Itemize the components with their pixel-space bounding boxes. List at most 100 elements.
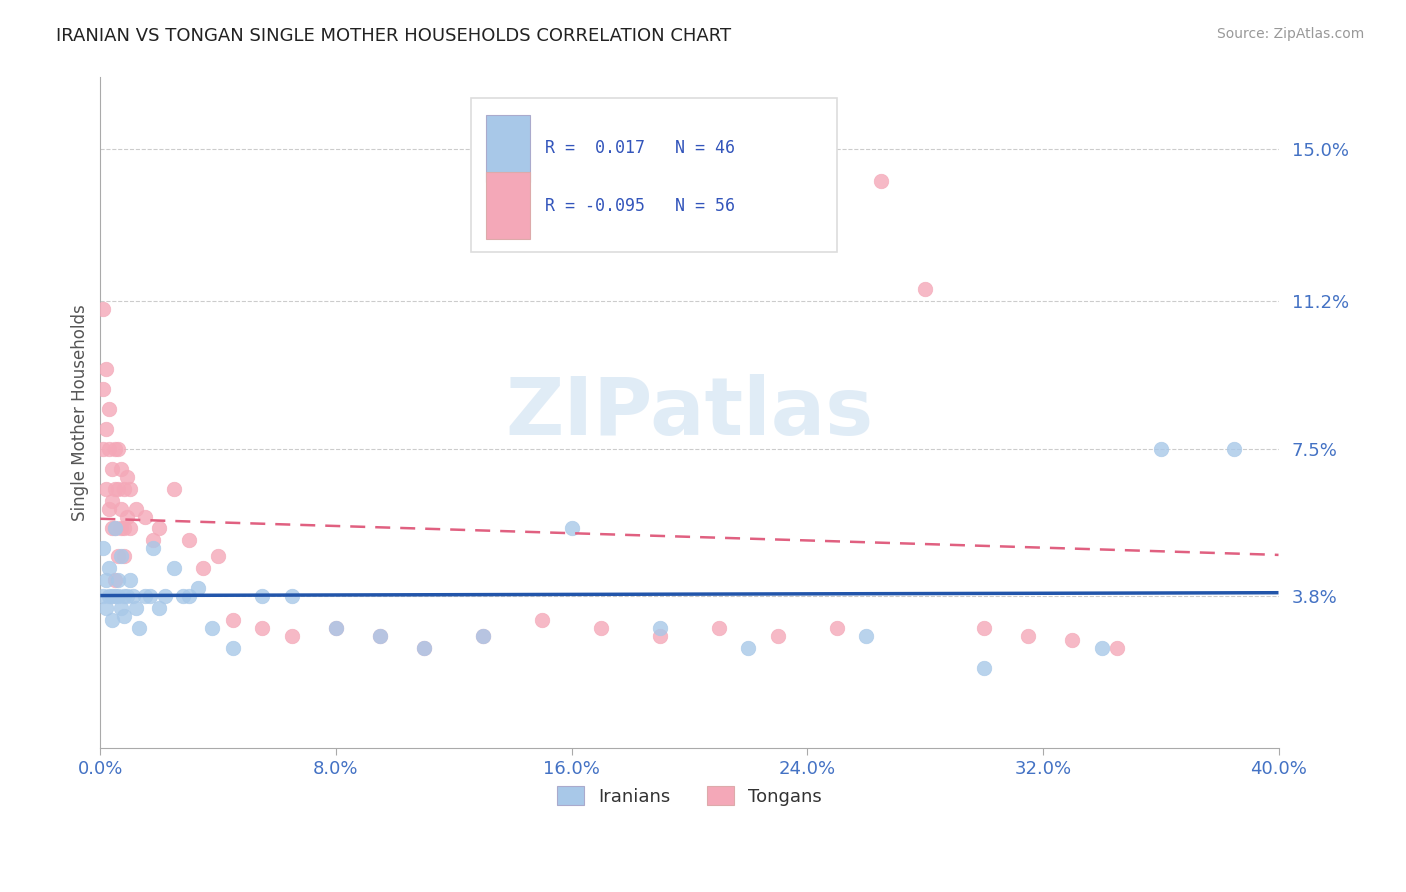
Point [368, 629, 391, 643]
Point [101, 613, 124, 627]
Point [134, 509, 156, 524]
Point [91, 541, 114, 556]
Point [110, 601, 132, 615]
Text: Source: ZipAtlas.com: Source: ZipAtlas.com [1216, 27, 1364, 41]
Point [163, 561, 186, 575]
Point [139, 590, 162, 604]
Point [115, 509, 138, 524]
Point [187, 582, 209, 596]
Point [110, 549, 132, 564]
Point [125, 601, 148, 615]
Point [110, 461, 132, 475]
Point [98, 442, 121, 456]
Point [104, 521, 127, 535]
Point [148, 601, 170, 615]
Point [325, 621, 347, 635]
Point [112, 549, 135, 564]
Bar [485, 115, 530, 182]
Point [101, 493, 124, 508]
Point [128, 621, 150, 635]
Point [91, 442, 114, 456]
Point [118, 482, 141, 496]
Point [222, 641, 245, 656]
Point [101, 521, 124, 535]
Point [98, 590, 121, 604]
Point [112, 590, 135, 604]
Point [96, 574, 118, 588]
Point [96, 482, 118, 496]
Point [252, 590, 274, 604]
Point [163, 482, 186, 496]
Point [870, 174, 893, 188]
Point [91, 301, 114, 316]
Point [112, 609, 135, 624]
Point [142, 533, 165, 548]
Point [91, 590, 114, 604]
Point [104, 482, 127, 496]
Point [1091, 641, 1114, 656]
Point [561, 521, 583, 535]
Point [107, 574, 129, 588]
Point [368, 629, 391, 643]
Point [207, 549, 229, 564]
Point [1062, 633, 1084, 648]
Point [281, 590, 304, 604]
Point [98, 401, 121, 416]
Point [193, 561, 215, 575]
Point [142, 541, 165, 556]
Legend: Iranians, Tongans: Iranians, Tongans [550, 779, 830, 813]
Point [707, 621, 730, 635]
Point [107, 482, 129, 496]
Point [172, 590, 194, 604]
Point [104, 590, 127, 604]
Point [177, 590, 200, 604]
Point [134, 590, 156, 604]
Text: ZIPatlas: ZIPatlas [505, 374, 873, 451]
Point [914, 282, 936, 296]
Point [1150, 442, 1173, 456]
Point [413, 641, 436, 656]
Point [589, 621, 612, 635]
Point [325, 621, 347, 635]
Point [1017, 629, 1039, 643]
Point [112, 521, 135, 535]
Point [153, 590, 176, 604]
Point [104, 442, 127, 456]
Point [648, 621, 671, 635]
Point [121, 590, 143, 604]
Point [104, 574, 127, 588]
Text: R = -0.095   N = 56: R = -0.095 N = 56 [544, 196, 734, 214]
Point [531, 613, 554, 627]
Point [766, 629, 789, 643]
Bar [485, 172, 530, 239]
Point [118, 521, 141, 535]
Point [648, 629, 671, 643]
Point [115, 469, 138, 483]
Point [118, 574, 141, 588]
Point [825, 621, 848, 635]
Point [98, 501, 121, 516]
Point [472, 629, 495, 643]
Point [96, 361, 118, 376]
Point [148, 521, 170, 535]
Point [1223, 442, 1246, 456]
Y-axis label: Single Mother Households: Single Mother Households [72, 304, 89, 521]
Point [104, 521, 127, 535]
Point [125, 501, 148, 516]
Point [110, 521, 132, 535]
Point [107, 549, 129, 564]
Text: IRANIAN VS TONGAN SINGLE MOTHER HOUSEHOLDS CORRELATION CHART: IRANIAN VS TONGAN SINGLE MOTHER HOUSEHOL… [56, 27, 731, 45]
Point [1105, 641, 1128, 656]
Point [112, 482, 135, 496]
Point [973, 661, 995, 675]
Point [101, 590, 124, 604]
Point [110, 501, 132, 516]
Point [107, 590, 129, 604]
Point [201, 621, 224, 635]
Point [472, 629, 495, 643]
Point [177, 533, 200, 548]
Point [91, 382, 114, 396]
Point [107, 442, 129, 456]
Point [737, 641, 759, 656]
Point [855, 629, 877, 643]
